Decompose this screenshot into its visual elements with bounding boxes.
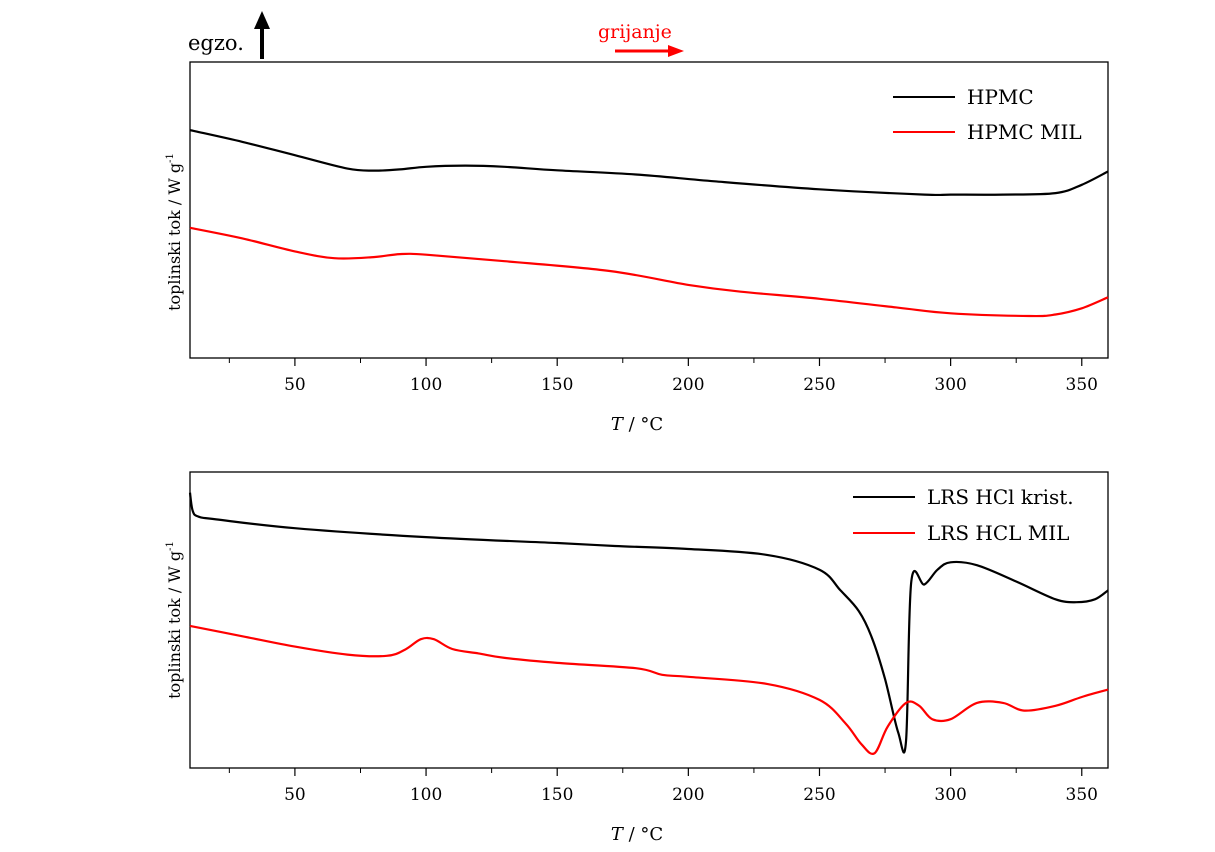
legend: HPMC HPMC MIL bbox=[893, 85, 1082, 144]
plot-frame bbox=[189, 471, 1109, 769]
x-tick-label-150: 150 bbox=[541, 785, 573, 805]
x-axis-ticks: 50 100 150 200 250 300 350 bbox=[228, 768, 1098, 805]
x-tick-label-50: 50 bbox=[284, 785, 306, 805]
x-axis-ticks: 50 100 150 200 250 300 350 bbox=[228, 358, 1098, 395]
x-axis-label: T / °C bbox=[611, 414, 663, 435]
x-tick-label-50: 50 bbox=[284, 375, 306, 395]
legend: LRS HCl krist. LRS HCL MIL bbox=[853, 485, 1074, 545]
x-tick-label-200: 200 bbox=[672, 785, 704, 805]
series-line-lrs-hcl-krist bbox=[188, 492, 1109, 754]
x-tick-label-200: 200 bbox=[672, 375, 704, 395]
series-line-lrs-hcl-mil bbox=[189, 624, 1109, 755]
x-tick-label-300: 300 bbox=[934, 785, 966, 805]
heating-arrow-icon bbox=[615, 45, 684, 57]
x-tick-label-250: 250 bbox=[803, 785, 835, 805]
series-line-hpmc bbox=[189, 129, 1109, 197]
x-tick-label-150: 150 bbox=[541, 375, 573, 395]
y-axis-label: toplinski tok / W g-1 bbox=[165, 153, 184, 311]
exo-arrow-icon bbox=[254, 11, 270, 59]
x-tick-label-350: 350 bbox=[1066, 375, 1098, 395]
y-axis-label: toplinski tok / W g-1 bbox=[165, 541, 184, 699]
series-lines bbox=[188, 492, 1109, 755]
chart-panel-lrs: toplinski tok / W g-1 T / °C 50 100 150 200… bbox=[165, 471, 1109, 845]
x-tick-label-100: 100 bbox=[410, 375, 442, 395]
exo-label: egzo. bbox=[188, 31, 244, 55]
legend-label-lrs-hcl-krist: LRS HCl krist. bbox=[927, 485, 1074, 509]
x-tick-label-100: 100 bbox=[410, 785, 442, 805]
legend-label-lrs-hcl-mil: LRS HCL MIL bbox=[927, 521, 1069, 545]
x-axis-label: T / °C bbox=[611, 824, 663, 845]
series-lines bbox=[189, 129, 1109, 318]
series-line-hpmc-mil bbox=[189, 226, 1109, 318]
plot-frame bbox=[189, 61, 1109, 359]
x-tick-label-250: 250 bbox=[803, 375, 835, 395]
x-tick-label-300: 300 bbox=[934, 375, 966, 395]
x-tick-label-350: 350 bbox=[1066, 785, 1098, 805]
heating-label: grijanje bbox=[598, 21, 672, 43]
legend-label-hpmc: HPMC bbox=[967, 85, 1034, 109]
legend-label-hpmc-mil: HPMC MIL bbox=[967, 120, 1082, 144]
chart-panel-hpmc: toplinski tok / W g-1 T / °C 50 100 150 200… bbox=[165, 61, 1109, 435]
